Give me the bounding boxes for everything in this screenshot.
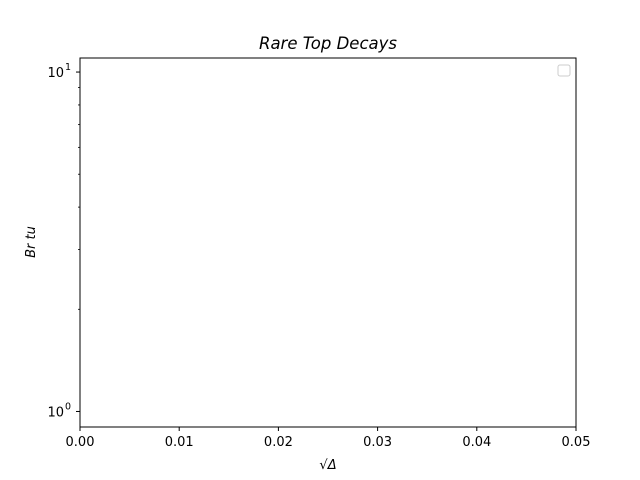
legend-box[interactable] (557, 64, 571, 77)
y-tick-label: 10 0 (47, 401, 71, 420)
y-minor-ticks (78, 87, 80, 310)
y-tick-label-exponent: 0 (65, 401, 71, 412)
y-tick-label-base: 10 (47, 66, 64, 81)
x-tick-label: 0.01 (165, 435, 194, 450)
plot-area-frame (79, 57, 577, 428)
x-tick-label: 0.04 (462, 435, 491, 450)
x-tick-label: 0.02 (264, 435, 293, 450)
y-axis-label: Br tu (24, 226, 39, 258)
y-tick-label-base: 10 (47, 405, 64, 420)
y-tick-label: 10 1 (47, 62, 71, 81)
x-tick-label: 0.05 (562, 435, 591, 450)
x-axis-label: √Δ (319, 458, 336, 473)
x-tick-label: 0.00 (66, 435, 95, 450)
x-tick-label: 0.03 (363, 435, 392, 450)
y-tick-label-exponent: 1 (65, 62, 71, 73)
chart-title: Rare Top Decays (259, 34, 397, 53)
x-ticks: 0.00 0.01 0.02 0.03 0.04 0.05 (66, 427, 591, 450)
